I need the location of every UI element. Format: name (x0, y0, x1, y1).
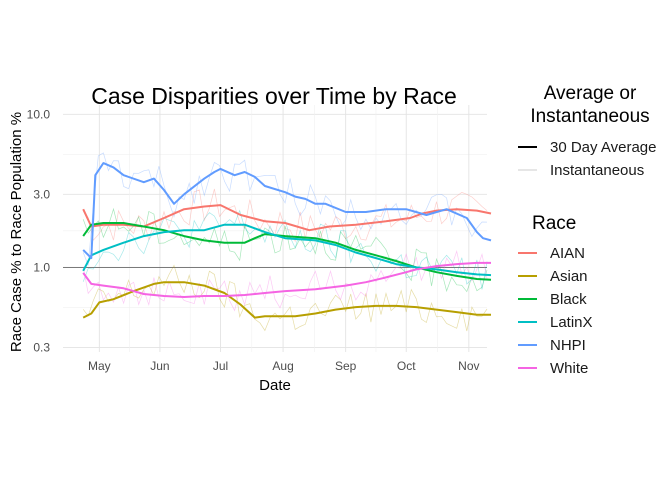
legend-label-instantaneous: Instantaneous (550, 162, 644, 179)
instantaneous-line-nhpi (82, 152, 488, 266)
legend-label-latinx: LatinX (550, 314, 593, 331)
gridlines (63, 105, 487, 352)
x-tick-label: May (88, 359, 111, 373)
y-tick-label: 1.0 (33, 260, 50, 274)
legend-label-nhpi: NHPI (550, 337, 586, 354)
average-line-white (82, 261, 491, 298)
x-tick-label: Aug (272, 359, 293, 373)
x-tick-label: Sep (335, 359, 357, 373)
average-line-asian (82, 281, 491, 319)
instantaneous-lines (82, 152, 488, 332)
tick-labels: 0.3 1.0 3.0 10.0 May Jun Jul Aug Sep Oct Nov (27, 107, 480, 373)
y-tick-label: 10.0 (27, 107, 51, 121)
legend-label-average: 30 Day Average (550, 139, 656, 156)
legend-linetype: Average or Instantaneous 30 Day Average … (518, 83, 656, 179)
y-axis-title: Race Case % to Race Population % (8, 112, 25, 352)
y-tick-label: 0.3 (33, 340, 50, 354)
instantaneous-line-latinx (82, 209, 488, 290)
legend-label-white: White (550, 360, 588, 377)
x-tick-label: Jul (213, 359, 228, 373)
x-axis-title: Date (259, 377, 291, 394)
legend-label-aian: AIAN (550, 245, 585, 262)
average-line-nhpi (82, 162, 492, 260)
y-tick-label: 3.0 (33, 187, 50, 201)
legend-label-black: Black (550, 291, 587, 308)
legend-linetype-title-line1: Average or (544, 83, 637, 104)
x-tick-label: Jun (150, 359, 169, 373)
average-lines (82, 162, 492, 319)
legend-race-title: Race (532, 213, 576, 234)
chart-title: Case Disparities over Time by Race (91, 83, 457, 109)
instantaneous-line-asian (82, 264, 488, 332)
instantaneous-line-black (82, 207, 488, 293)
instantaneous-line-white (82, 249, 488, 312)
x-tick-label: Oct (397, 359, 416, 373)
x-tick-label: Nov (458, 359, 479, 373)
legend-linetype-title-line2: Instantaneous (530, 106, 649, 127)
legend-label-asian: Asian (550, 268, 588, 285)
legend-race: Race AIAN Asian Black LatinX NHPI White (518, 213, 593, 377)
